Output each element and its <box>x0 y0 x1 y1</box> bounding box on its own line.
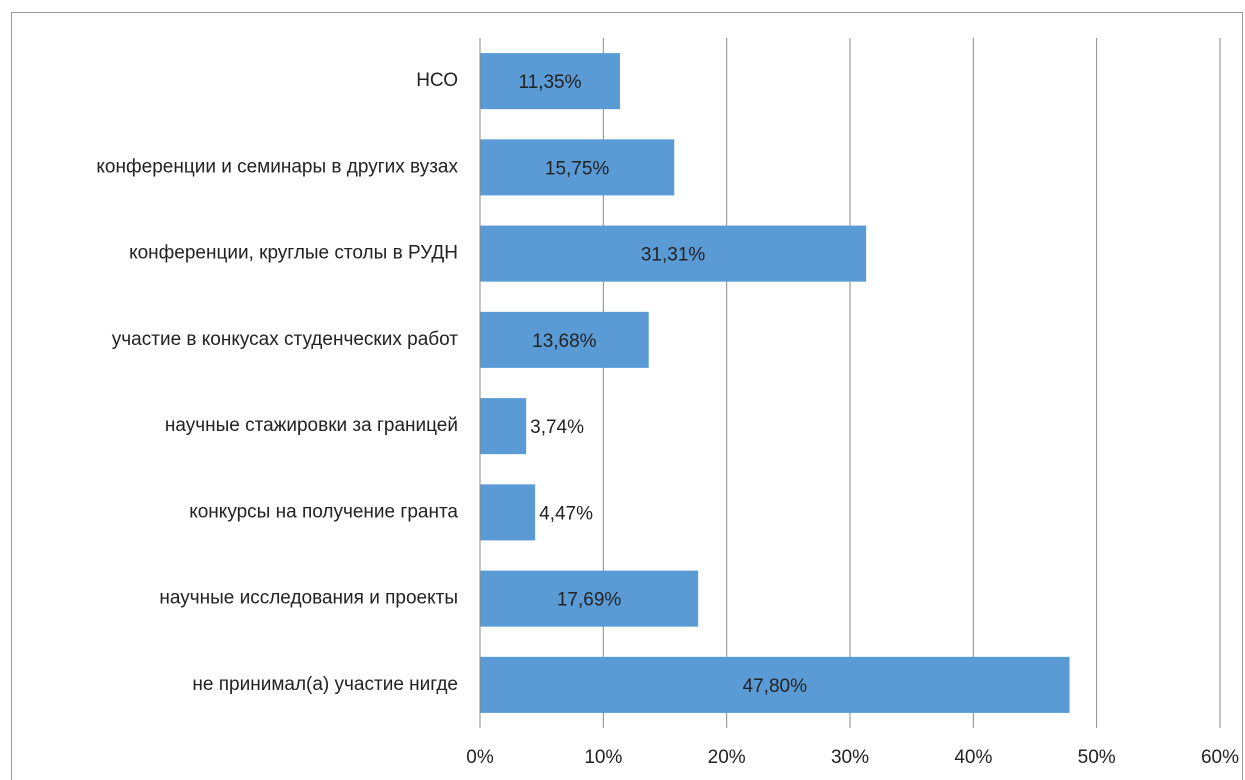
bar <box>480 398 527 455</box>
value-label: 17,69% <box>557 590 622 611</box>
bar <box>480 311 649 368</box>
x-tick-label: 40% <box>954 747 992 768</box>
value-label: 15,75% <box>545 158 610 179</box>
x-tick-label: 0% <box>466 747 494 768</box>
bar <box>480 139 675 196</box>
chart-frame <box>11 12 1243 780</box>
bar <box>480 225 867 282</box>
value-label: 31,31% <box>641 245 706 266</box>
value-label: 13,68% <box>532 331 597 352</box>
x-tick-label: 50% <box>1078 747 1116 768</box>
bar <box>480 53 620 110</box>
x-tick-label: 20% <box>708 747 746 768</box>
y-tick-label: конференции и семинары в других вузах <box>96 156 458 177</box>
value-label: 11,35% <box>518 72 581 93</box>
x-tick-label: 30% <box>831 747 869 768</box>
y-tick-label: конференции, круглые столы в РУДН <box>129 243 458 264</box>
y-tick-label: участие в конкусах студенческих работ <box>112 329 459 350</box>
bar <box>480 484 536 541</box>
bar <box>480 570 699 627</box>
value-label: 4,47% <box>539 503 593 524</box>
x-tick-label: 10% <box>584 747 622 768</box>
y-tick-label: не принимал(а) участие нигде <box>192 674 458 695</box>
y-tick-label: научные стажировки за границей <box>165 415 458 436</box>
value-label: 47,80% <box>743 676 808 697</box>
value-label: 3,74% <box>530 417 584 438</box>
y-tick-label: НСО <box>416 70 458 91</box>
bar <box>480 656 1070 713</box>
y-tick-label: конкурсы на получение гранта <box>189 501 458 522</box>
x-tick-label: 60% <box>1201 747 1239 768</box>
y-tick-label: научные исследования и проекты <box>159 588 458 609</box>
